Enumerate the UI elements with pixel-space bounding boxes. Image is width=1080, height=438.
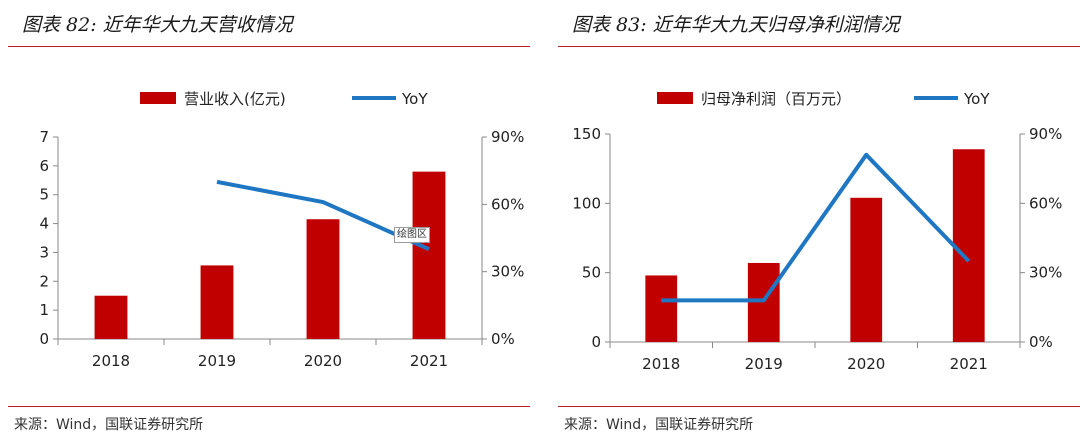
x-tick-label: 2018: [642, 355, 680, 373]
right-tick-label: 60%: [491, 195, 524, 213]
right-tick-label: 30%: [491, 263, 524, 281]
x-tick-label: 2019: [198, 352, 236, 370]
legend-label-line: YoY: [963, 90, 990, 108]
revenue-chart: 0 1 2 3 4 5 6 7 0% 30% 60% 90% 2018 2019 2020 2021 营业收入(…: [39, 90, 524, 370]
plot-area-tooltip: 绘图区: [394, 227, 430, 243]
bar-2019: [747, 262, 780, 342]
bar-2021: [412, 171, 446, 339]
left-tick-label: 0: [39, 330, 49, 348]
left-tick-label: 1: [39, 301, 49, 319]
left-tick-label: 100: [572, 194, 601, 212]
left-tick-label: 150: [572, 125, 601, 143]
x-tick-label: 2021: [950, 355, 988, 373]
source-note: 来源：Wind，国联证券研究所: [564, 417, 754, 433]
bar-2018: [94, 295, 128, 339]
right-tick-label: 30%: [1029, 264, 1062, 282]
chart-panel-revenue: 图表 82: 近年华大九天营收情况 0 1 2 3 4 5 6 7 0% 30% 60% 90% 201…: [0, 0, 530, 438]
left-tick-label: 4: [39, 215, 49, 233]
left-tick-label: 7: [39, 128, 49, 146]
left-tick-label: 6: [39, 157, 49, 175]
legend-label-line: YoY: [401, 90, 428, 108]
x-tick-label: 2019: [745, 355, 783, 373]
title-rule: [8, 46, 530, 47]
legend-swatch-bar: [140, 92, 176, 104]
left-tick-label: 0: [591, 333, 601, 351]
bar-2020: [306, 219, 340, 339]
legend-label-bar: 营业收入(亿元): [184, 90, 286, 108]
legend-label-bar: 归母净利润（百万元）: [701, 90, 851, 108]
source-rule: [8, 406, 530, 407]
left-tick-label: 3: [39, 243, 49, 261]
right-tick-label: 0%: [491, 330, 515, 348]
x-tick-label: 2018: [92, 352, 130, 370]
right-tick-label: 60%: [1029, 194, 1062, 212]
chart-panel-net-profit: 图表 83: 近年华大九天归母净利润情况 0 50 100 150 0% 30% 60% 90…: [550, 0, 1080, 438]
bar-2020: [850, 197, 883, 342]
legend-swatch-bar: [657, 92, 693, 104]
x-tick-label: 2021: [410, 352, 448, 370]
figure-title: 图表 83: 近年华大九天归母净利润情况: [572, 14, 900, 36]
x-tick-label: 2020: [304, 352, 342, 370]
x-tick-label: 2020: [847, 355, 885, 373]
figure-title: 图表 82: 近年华大九天营收情况: [22, 14, 293, 36]
left-tick-label: 2: [39, 272, 49, 290]
bar-2019: [200, 265, 234, 339]
net-profit-chart: 0 50 100 150 0% 30% 60% 90% 2018 2019 2020 2021 归母净利…: [572, 90, 1062, 373]
right-tick-label: 90%: [491, 128, 524, 146]
left-tick-label: 5: [39, 186, 49, 204]
source-rule: [558, 406, 1080, 407]
right-tick-label: 90%: [1029, 125, 1062, 143]
title-rule: [558, 46, 1080, 47]
left-tick-label: 50: [582, 264, 601, 282]
yoy-line: [661, 152, 971, 303]
bar-2018: [645, 275, 678, 342]
source-note: 来源：Wind，国联证券研究所: [14, 417, 204, 433]
bar-2021: [952, 149, 985, 342]
right-tick-label: 0%: [1029, 333, 1053, 351]
